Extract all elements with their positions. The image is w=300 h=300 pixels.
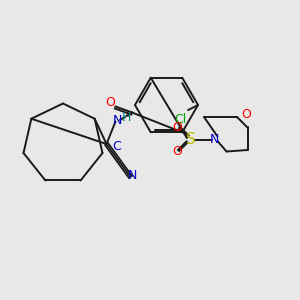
Text: N: N bbox=[112, 113, 122, 127]
Text: Cl: Cl bbox=[174, 112, 186, 126]
Text: N: N bbox=[127, 169, 137, 182]
Text: C: C bbox=[112, 140, 122, 154]
Text: O: O bbox=[172, 121, 182, 134]
Text: N: N bbox=[210, 133, 219, 146]
Text: S: S bbox=[186, 132, 195, 147]
Text: H: H bbox=[122, 111, 132, 124]
Text: O: O bbox=[105, 96, 115, 109]
Text: O: O bbox=[241, 107, 251, 121]
Text: O: O bbox=[172, 145, 182, 158]
